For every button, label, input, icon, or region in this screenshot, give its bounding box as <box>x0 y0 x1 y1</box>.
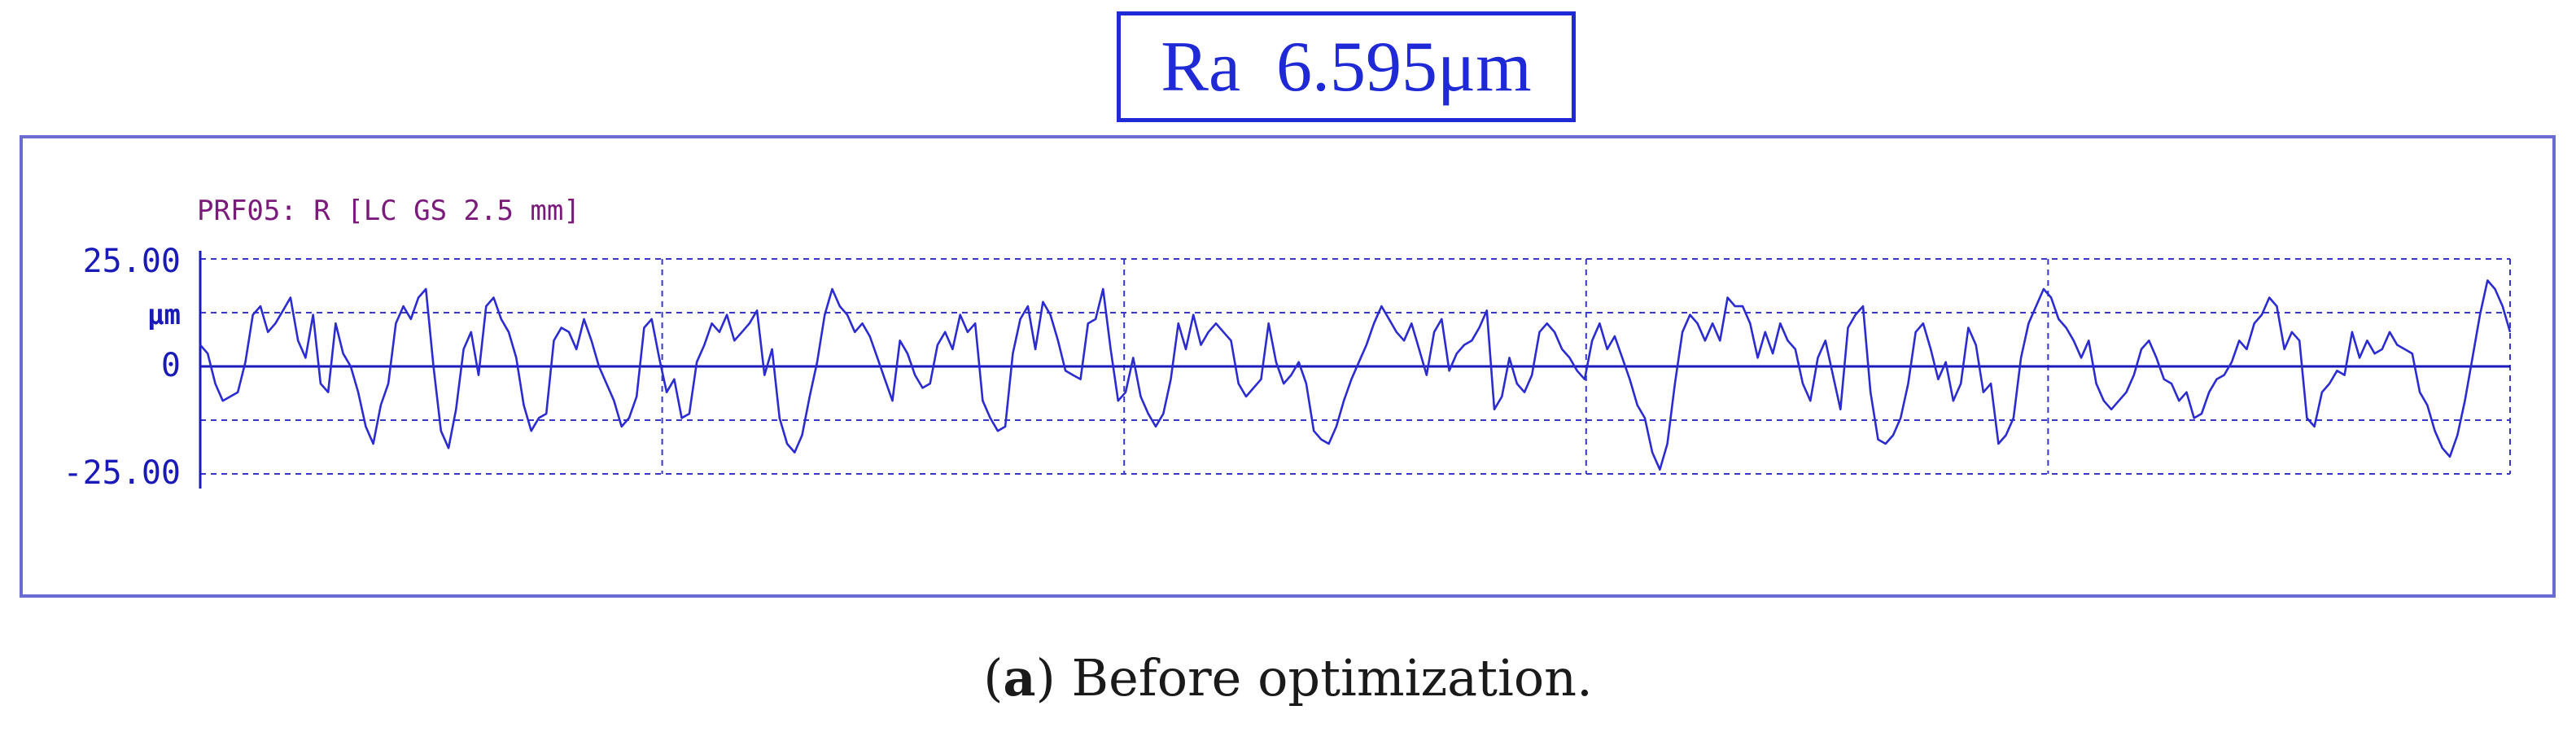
caption-letter: a <box>1003 648 1036 708</box>
profile-trace-line <box>199 279 2512 471</box>
profile-label: PRF05: R [LC GS 2.5 mm] <box>197 195 580 227</box>
y-tick-label-bottom: -25.00 <box>63 454 182 492</box>
ra-value-label: Ra 6.595μm <box>1117 11 1576 122</box>
caption-text: Before optimization. <box>1055 648 1593 708</box>
profile-plot-frame: PRF05: R [LC GS 2.5 mm] 25.00 μm 0 -25.0… <box>20 135 2556 598</box>
roughness-profile-chart: PRF05: R [LC GS 2.5 mm] 25.00 μm 0 -25.0… <box>63 195 2512 492</box>
label-layer: PRF05: R [LC GS 2.5 mm] 25.00 μm 0 -25.0… <box>63 195 580 492</box>
y-tick-label-top: 25.00 <box>83 243 181 280</box>
caption-close-paren: ) <box>1035 648 1056 708</box>
series-layer <box>199 279 2512 471</box>
figure-caption: (a) Before optimization. <box>0 648 2576 708</box>
y-tick-label-zero: 0 <box>161 347 181 384</box>
axis-layer <box>199 251 2510 489</box>
y-unit-label: μm <box>147 299 181 331</box>
caption-open-paren: ( <box>983 648 1004 708</box>
